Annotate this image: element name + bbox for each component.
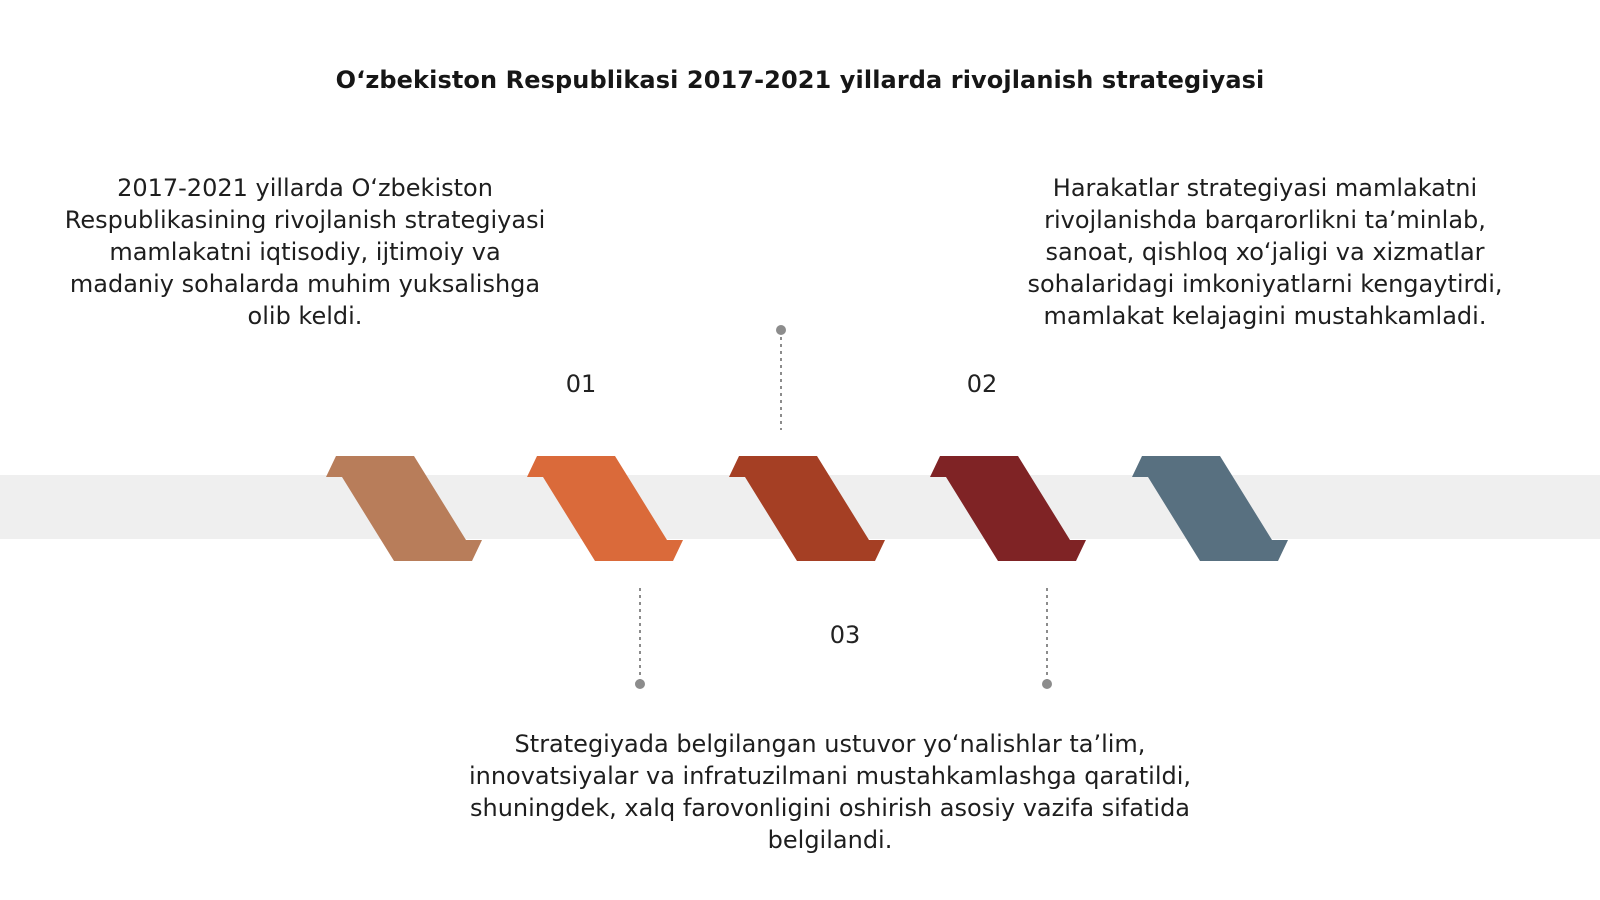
step-02-text: Harakatlar strategiyasi mamlakatni rivoj… [1027, 174, 1503, 330]
step-01-text: 2017-2021 yillarda Oʻzbekiston Respublik… [64, 174, 546, 330]
chevron-5 [1132, 456, 1288, 561]
step-01-number: 01 [565, 370, 597, 398]
chevron-4 [930, 456, 1086, 561]
chevron-3 [729, 456, 885, 561]
step-02-number: 02 [966, 370, 998, 398]
step-03-text: Strategiyada belgilangan ustuvor yoʻnali… [468, 730, 1192, 854]
chevron-2 [527, 456, 683, 561]
connector-bottom-left [635, 588, 645, 689]
chevron-group [326, 456, 1288, 561]
slide-title: Oʻzbekiston Respublikasi 2017-2021 yilla… [335, 66, 1265, 94]
chevron-1 [326, 456, 482, 561]
connector-bottom-right [1042, 588, 1052, 689]
step-03-number: 03 [829, 621, 861, 649]
connector-top [776, 325, 786, 430]
